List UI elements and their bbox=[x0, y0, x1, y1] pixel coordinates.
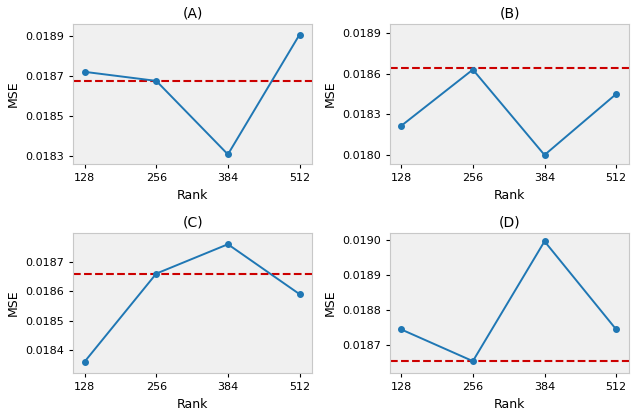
X-axis label: Rank: Rank bbox=[494, 189, 525, 202]
Title: (C): (C) bbox=[183, 216, 204, 230]
Title: (A): (A) bbox=[183, 7, 203, 21]
X-axis label: Rank: Rank bbox=[177, 189, 209, 202]
Y-axis label: MSE: MSE bbox=[324, 290, 336, 316]
Title: (D): (D) bbox=[499, 216, 520, 230]
X-axis label: Rank: Rank bbox=[494, 398, 525, 411]
Title: (B): (B) bbox=[499, 7, 520, 21]
Y-axis label: MSE: MSE bbox=[7, 81, 20, 107]
Y-axis label: MSE: MSE bbox=[7, 290, 20, 316]
X-axis label: Rank: Rank bbox=[177, 398, 209, 411]
Y-axis label: MSE: MSE bbox=[324, 81, 336, 107]
